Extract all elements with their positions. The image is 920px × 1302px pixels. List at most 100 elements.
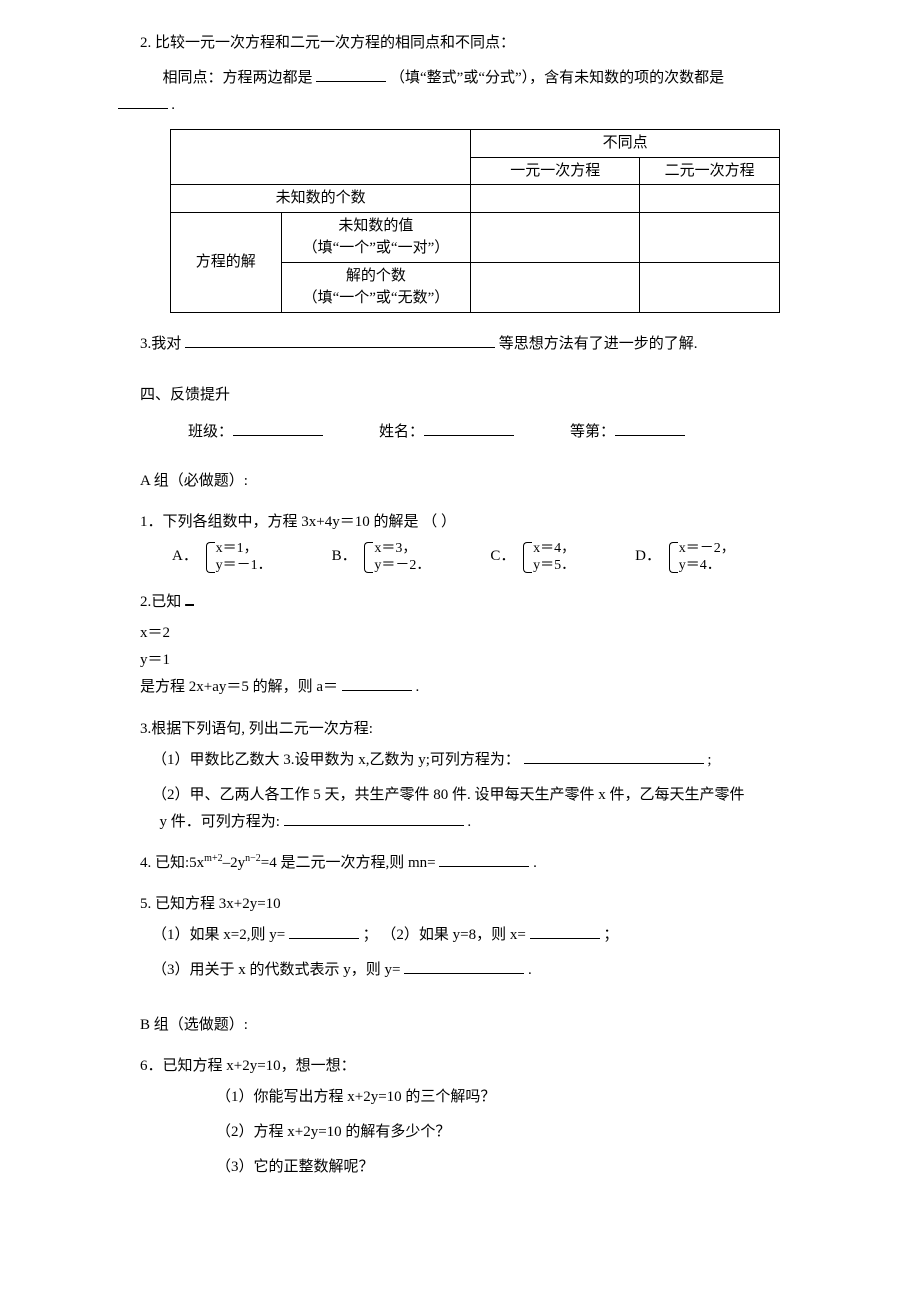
brace-icon: x＝－2， y＝4． bbox=[669, 540, 735, 575]
class-label: 班级： bbox=[188, 419, 323, 446]
opt-b2: y＝－2． bbox=[374, 557, 430, 575]
p3-s1: （1）甲数比乙数大 3.设甲数为 x,乙数为 y;可列方程为： ; bbox=[152, 747, 790, 774]
p6-s2: （2）方程 x+2y=10 的解有多少个？ bbox=[216, 1119, 790, 1146]
section4-title: 四、反馈提升 bbox=[140, 382, 790, 409]
blank[interactable] bbox=[424, 420, 514, 436]
p4-pre: 4. 已知:5x bbox=[140, 855, 204, 871]
p3-s1-text: （1）甲数比乙数大 3.设甲数为 x,乙数为 y;可列方程为： bbox=[152, 752, 520, 768]
p4-mid2: =4 是二元一次方程,则 mn= bbox=[261, 855, 436, 871]
p3-s2: （2）甲、乙两人各工作 5 天，共生产零件 80 件. 设甲每天生产零件 x 件… bbox=[152, 782, 790, 836]
cell[interactable] bbox=[640, 262, 780, 312]
q3-pre: 3.我对 bbox=[140, 336, 181, 352]
p5-s1c: ； bbox=[603, 927, 618, 943]
opt-b[interactable]: B． x＝3， y＝－2． bbox=[332, 540, 431, 575]
blank[interactable] bbox=[530, 923, 600, 939]
q2-same-pre: 相同点：方程两边都是 bbox=[163, 70, 313, 86]
row2b: 解的个数 （填“一个”或“无数”） bbox=[281, 262, 471, 312]
blank[interactable] bbox=[289, 923, 359, 939]
p2: 2.已知 bbox=[140, 589, 790, 616]
cell[interactable] bbox=[640, 212, 780, 262]
p6-s1: （1）你能写出方程 x+2y=10 的三个解吗？ bbox=[216, 1084, 790, 1111]
opt-c2: y＝5． bbox=[533, 557, 575, 575]
p6-s3: （3）它的正整数解呢？ bbox=[216, 1154, 790, 1181]
group-a: A 组（必做题）: bbox=[140, 468, 790, 495]
p4-sup2: n−2 bbox=[245, 853, 261, 864]
q2-title: 2. 比较一元一次方程和二元一次方程的相同点和不同点： bbox=[140, 30, 790, 57]
blank[interactable] bbox=[284, 810, 464, 826]
opt-b1: x＝3， bbox=[374, 540, 430, 558]
p1-options: A． x＝1， y＝－1． B． x＝3， y＝－2． C． x＝4， y＝5．… bbox=[172, 540, 790, 575]
grade-label: 等第： bbox=[570, 419, 685, 446]
cell[interactable] bbox=[471, 262, 640, 312]
p3-s2-end: . bbox=[467, 814, 471, 830]
q2-same: 相同点：方程两边都是 （填“整式”或“分式”），含有未知数的项的次数都是 . bbox=[140, 65, 790, 119]
p5-s1a: （1）如果 x=2,则 y= bbox=[152, 927, 285, 943]
p3-s2a: （2）甲、乙两人各工作 5 天，共生产零件 80 件. 设甲每天生产零件 x 件… bbox=[152, 787, 745, 803]
opt-c-label: C． bbox=[490, 548, 515, 564]
opt-a2: y＝－1． bbox=[216, 557, 272, 575]
class-text: 班级： bbox=[188, 424, 233, 440]
opt-a1: x＝1， bbox=[216, 540, 272, 558]
col2: 二元一次方程 bbox=[640, 157, 780, 185]
p4-end: . bbox=[533, 855, 537, 871]
cell[interactable] bbox=[471, 185, 640, 213]
p5-s1b: ； （2）如果 y=8，则 x= bbox=[363, 927, 526, 943]
cell[interactable] bbox=[640, 185, 780, 213]
p2-b2: y＝1 bbox=[140, 647, 790, 674]
row2-left: 方程的解 bbox=[171, 212, 282, 312]
p3-s1-end: ; bbox=[707, 752, 711, 768]
name-text: 姓名： bbox=[379, 424, 424, 440]
opt-d-label: D． bbox=[635, 548, 661, 564]
p5-s2a: （3）用关于 x 的代数式表示 y，则 y= bbox=[152, 962, 400, 978]
p6-stem: 6．已知方程 x+2y=10，想一想： bbox=[140, 1053, 790, 1080]
opt-d1: x＝－2， bbox=[679, 540, 735, 558]
row2a: 未知数的值 （填“一个”或“一对”） bbox=[281, 212, 471, 262]
cell[interactable] bbox=[471, 212, 640, 262]
q3-post: 等思想方法有了进一步的了解. bbox=[499, 336, 698, 352]
grade-text: 等第： bbox=[570, 424, 615, 440]
opt-c[interactable]: C． x＝4， y＝5． bbox=[490, 540, 575, 575]
brace-icon: x＝1， y＝－1． bbox=[206, 540, 272, 575]
p2-end: . bbox=[416, 679, 420, 695]
blank[interactable] bbox=[316, 66, 386, 82]
brace-icon: x＝3， y＝－2． bbox=[364, 540, 430, 575]
p2-b1: x＝2 bbox=[140, 620, 790, 647]
p3-stem: 3.根据下列语句, 列出二元一次方程: bbox=[140, 716, 790, 743]
p5-s2b: . bbox=[528, 962, 532, 978]
p1-stem: 1．下列各组数中，方程 3x+4y＝10 的解是 （ ） bbox=[140, 509, 790, 536]
p4-mid1: –2y bbox=[223, 855, 246, 871]
diff-table: 不同点 一元一次方程 二元一次方程 未知数的个数 方程的解 未知数的值 （填“一… bbox=[170, 129, 780, 313]
opt-b-label: B． bbox=[332, 548, 357, 564]
p2-mid: 是方程 2x+ay＝5 的解，则 a＝ bbox=[140, 679, 338, 695]
p5-s2: （3）用关于 x 的代数式表示 y，则 y= . bbox=[152, 957, 790, 984]
p4: 4. 已知:5xm+2–2yn−2=4 是二元一次方程,则 mn= . bbox=[140, 850, 790, 877]
opt-c1: x＝4， bbox=[533, 540, 575, 558]
blank[interactable] bbox=[342, 675, 412, 691]
row1: 未知数的个数 bbox=[171, 185, 471, 213]
p2-pre: 2.已知 bbox=[140, 589, 181, 616]
blank[interactable] bbox=[439, 851, 529, 867]
blank[interactable] bbox=[404, 958, 524, 974]
info-row: 班级： 姓名： 等第： bbox=[188, 419, 790, 446]
group-b: B 组（选做题）: bbox=[140, 1012, 790, 1039]
col1: 一元一次方程 bbox=[471, 157, 640, 185]
p5-s1: （1）如果 x=2,则 y= ； （2）如果 y=8，则 x= ； bbox=[152, 922, 790, 949]
p3-s2b: y 件．可列方程为: bbox=[160, 814, 280, 830]
blank[interactable] bbox=[118, 93, 168, 109]
brace-icon: x＝4， y＝5． bbox=[523, 540, 575, 575]
blank[interactable] bbox=[185, 332, 495, 348]
diff-header: 不同点 bbox=[471, 130, 780, 158]
opt-d2: y＝4． bbox=[679, 557, 735, 575]
p4-sup1: m+2 bbox=[204, 853, 222, 864]
blank[interactable] bbox=[233, 420, 323, 436]
blank[interactable] bbox=[524, 748, 704, 764]
q2-same-mid: （填“整式”或“分式”），含有未知数的项的次数都是 bbox=[390, 70, 724, 86]
opt-a[interactable]: A． x＝1， y＝－1． bbox=[172, 540, 272, 575]
opt-a-label: A． bbox=[172, 548, 198, 564]
q2-same-end: . bbox=[171, 97, 175, 113]
opt-d[interactable]: D． x＝－2， y＝4． bbox=[635, 540, 735, 575]
q3: 3.我对 等思想方法有了进一步的了解. bbox=[140, 331, 790, 358]
p5-stem: 5. 已知方程 3x+2y=10 bbox=[140, 891, 790, 918]
blank[interactable] bbox=[615, 420, 685, 436]
name-label: 姓名： bbox=[379, 419, 514, 446]
